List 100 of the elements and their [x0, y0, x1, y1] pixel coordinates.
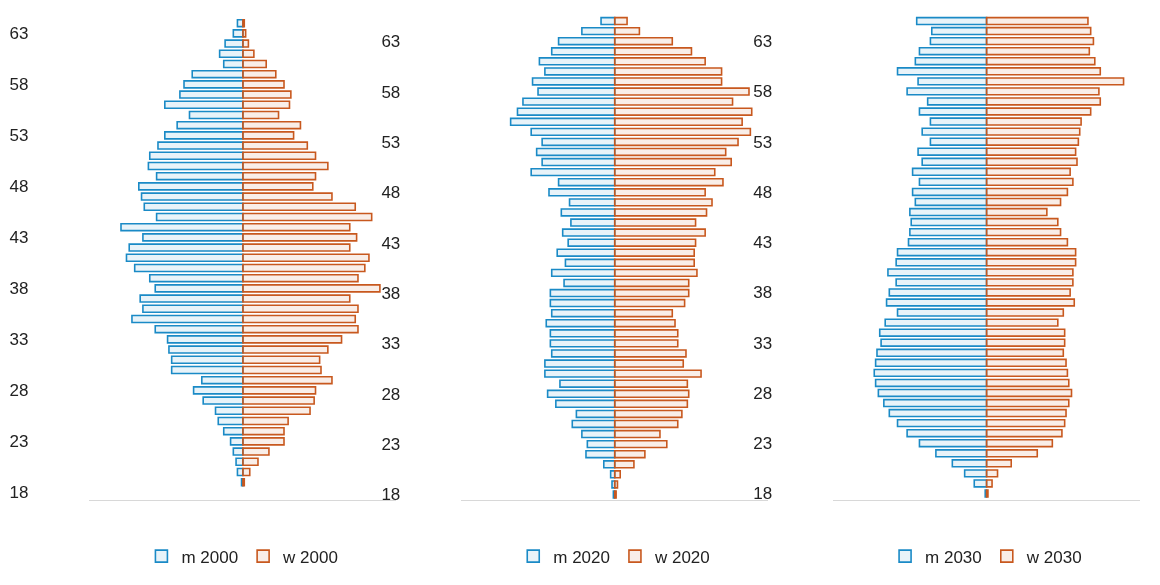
y-tick-label: 18 [381, 485, 401, 505]
bar [242, 294, 351, 303]
bar [557, 36, 616, 46]
bar [973, 479, 988, 488]
bar [242, 335, 343, 344]
bar [581, 429, 616, 439]
bar [985, 127, 1081, 136]
bar [985, 258, 1077, 267]
bar [917, 77, 988, 86]
bar [176, 120, 244, 130]
bar [530, 127, 616, 137]
bar [929, 117, 988, 126]
bar [549, 339, 616, 348]
bar [985, 408, 1067, 418]
bar [914, 57, 988, 66]
bar [985, 428, 1063, 438]
bar [133, 263, 244, 273]
bar [613, 67, 723, 76]
bar [242, 151, 317, 161]
bar [537, 87, 616, 96]
bar [613, 449, 646, 459]
bar [242, 273, 359, 283]
bar [613, 117, 743, 126]
bar [242, 437, 285, 446]
bar [985, 157, 1078, 166]
bar [613, 97, 734, 106]
bar [613, 409, 683, 419]
bar [613, 339, 679, 348]
legend-label: m 2000 [181, 547, 239, 567]
bar [873, 368, 988, 378]
bar [985, 57, 1096, 66]
bar [242, 59, 267, 69]
bar [985, 227, 1062, 237]
bar [985, 398, 1070, 408]
y-tick-label: 48 [753, 182, 773, 202]
bar [164, 100, 244, 110]
bar [874, 378, 988, 388]
bar [911, 167, 988, 177]
bar [549, 329, 616, 338]
bar [516, 107, 616, 116]
bar [148, 273, 244, 283]
bar [985, 26, 1092, 36]
bar [560, 208, 616, 217]
bar [571, 419, 616, 429]
bar [985, 278, 1074, 287]
legend-label: m 2020 [553, 547, 610, 567]
bar [561, 228, 616, 237]
y-tick-label: 53 [381, 132, 401, 152]
y-tick-label: 63 [753, 32, 773, 52]
bar [143, 202, 244, 212]
y-tick-label: 43 [753, 233, 773, 253]
bar [985, 187, 1069, 197]
bar [164, 131, 244, 140]
bar [985, 328, 1066, 337]
bar [201, 375, 244, 385]
bar [242, 447, 270, 456]
bar [242, 386, 317, 395]
bar [985, 248, 1077, 257]
y-tick-label: 18 [9, 483, 29, 503]
bar [242, 233, 358, 242]
bar [242, 263, 366, 273]
bar [242, 202, 357, 212]
bar [242, 80, 285, 89]
bar [183, 80, 244, 89]
bar [613, 36, 674, 46]
bar [139, 294, 244, 303]
bar [581, 26, 616, 36]
bar [985, 46, 1091, 56]
y-tick-label: 48 [9, 177, 29, 197]
bar [921, 157, 988, 166]
bar [613, 359, 685, 368]
bar [613, 258, 695, 268]
y-tick-label: 23 [9, 432, 29, 452]
bar [985, 207, 1048, 217]
bar [242, 396, 315, 405]
bar [242, 457, 259, 467]
bar [191, 69, 244, 79]
bar [985, 36, 1095, 46]
bar [613, 389, 690, 398]
bar [170, 365, 244, 375]
bar [985, 97, 1102, 106]
legend-label: m 2030 [925, 547, 982, 567]
y-tick-label: 43 [9, 228, 29, 248]
bar [613, 127, 752, 137]
y-tick-label: 33 [381, 334, 401, 354]
bar [907, 237, 988, 247]
bar [888, 408, 988, 418]
bar [895, 278, 988, 287]
bar [564, 258, 616, 268]
bar [242, 212, 373, 222]
bar [985, 217, 1059, 227]
y-tick-label: 53 [9, 126, 29, 146]
bar [522, 97, 616, 106]
bar [242, 100, 291, 110]
bar [613, 349, 687, 358]
bar [535, 147, 616, 157]
bar [985, 147, 1077, 156]
bar [541, 157, 616, 167]
bar [896, 248, 988, 257]
bar [985, 459, 1013, 468]
